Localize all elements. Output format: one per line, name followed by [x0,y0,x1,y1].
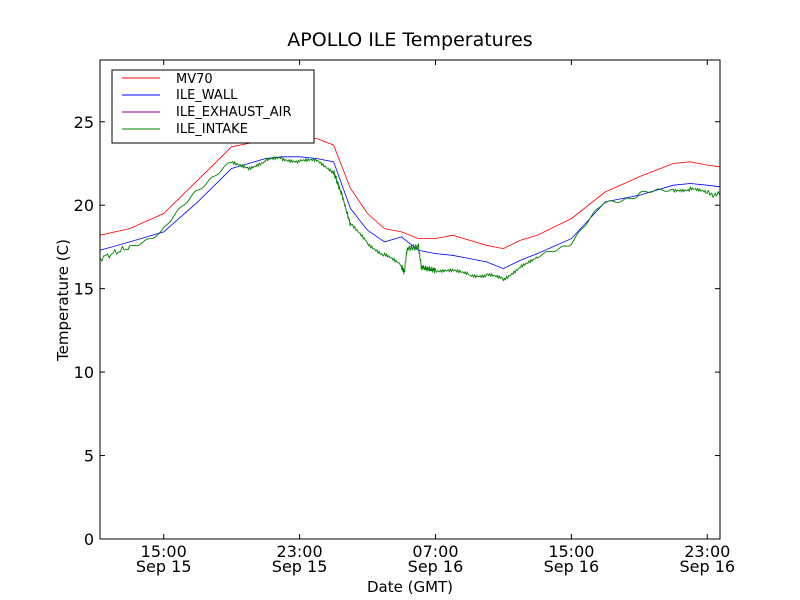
x-tick-label-date: Sep 16 [408,557,464,576]
x-tick-label-date: Sep 15 [272,557,328,576]
x-tick-label-time: 15:00 [548,542,594,561]
x-tick-label-time: 07:00 [412,542,458,561]
x-tick-label-date: Sep 15 [136,557,192,576]
x-tick-label-time: 23:00 [684,542,730,561]
x-tick-label-date: Sep 16 [544,557,600,576]
series-layer [99,137,721,282]
series-line-ile-intake [99,154,721,282]
legend-label-ile-intake: ILE_INTAKE [176,122,248,137]
y-tick-label: 5 [84,447,94,466]
y-tick-label: 15 [74,280,94,299]
plot-frame [99,59,721,540]
x-tick-label-time: 23:00 [277,542,323,561]
chart-title: APOLLO ILE Temperatures [287,29,532,51]
x-axis-label: Date (GMT) [367,578,453,596]
legend: MV70 ILE_WALL ILE_EXHAUST_AIR ILE_INTAKE [111,69,315,144]
y-tick-label: 0 [84,530,94,549]
legend-label-ile-wall: ILE_WALL [176,88,238,103]
legend-label-ile-exhaust-air: ILE_EXHAUST_AIR [176,105,292,120]
legend-label-mv70: MV70 [176,72,213,87]
series-line-mv70 [99,137,721,250]
y-axis-label: Temperature (C) [54,239,72,362]
x-tick-label-time: 15:00 [141,542,187,561]
legend-box [111,69,315,144]
y-tick-label: 25 [74,113,94,132]
y-axis: 0 5 10 15 20 25 [74,113,720,549]
y-tick-label: 20 [74,196,94,215]
x-tick-label-date: Sep 16 [679,557,735,576]
y-tick-label: 10 [74,363,94,382]
